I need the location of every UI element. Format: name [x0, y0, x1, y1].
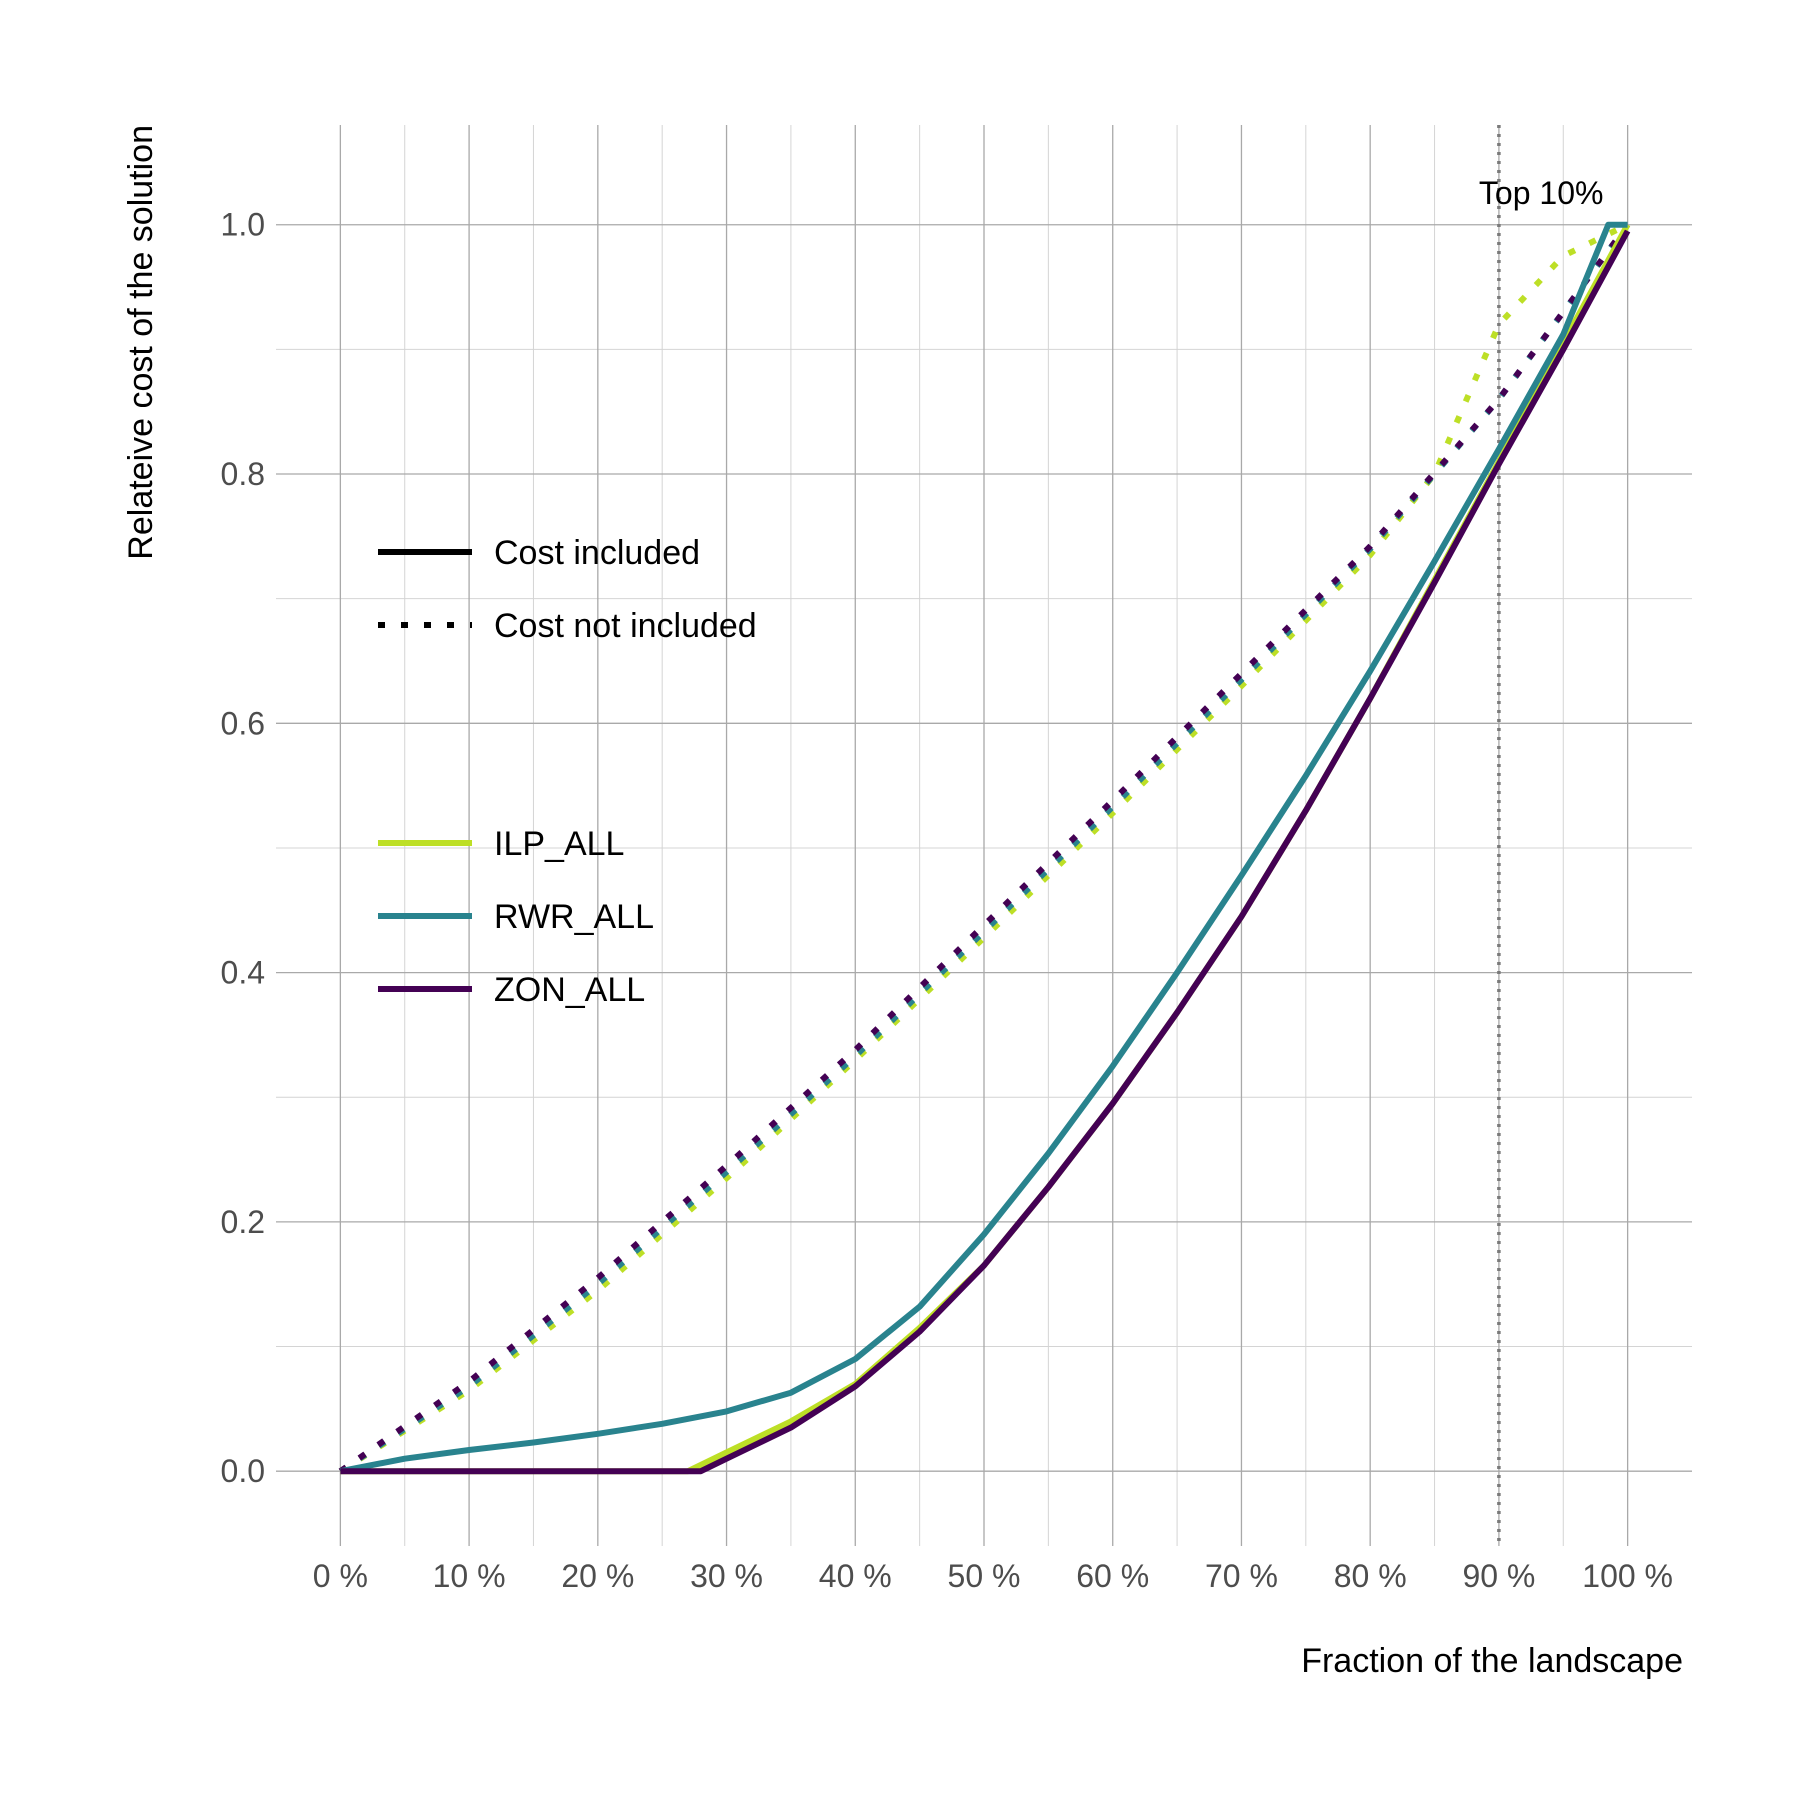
- top-10-label: Top 10%: [1479, 175, 1604, 211]
- legend-ilp-label: ILP_ALL: [494, 825, 624, 863]
- legend-rwr-label: RWR_ALL: [494, 898, 654, 936]
- legend: Cost included Cost not included ILP_ALL …: [378, 534, 757, 1009]
- y-tick-label: 1.0: [221, 207, 265, 243]
- grid: [276, 125, 1692, 1546]
- y-tick-label: 0.2: [221, 1204, 265, 1240]
- tick-labels: 0 % 10 % 20 % 30 % 40 % 50 % 60 % 70 % 80 % 90 % 1…: [221, 207, 1673, 1594]
- x-tick-label: 0 %: [313, 1558, 368, 1594]
- series-zon-all-cost-not-included-line: [338, 222, 1631, 1474]
- x-tick-label: 10 %: [433, 1558, 506, 1594]
- x-tick-label: 90 %: [1462, 1558, 1535, 1594]
- series-zon-all-cost-included-line: [340, 229, 1631, 1475]
- y-tick-label: 0.8: [221, 456, 265, 492]
- x-tick-label: 60 %: [1076, 1558, 1149, 1594]
- x-tick-label: 70 %: [1205, 1558, 1278, 1594]
- x-axis-title: Fraction of the landscape: [1301, 1642, 1683, 1680]
- series-rwr-all-cost-included-line: [339, 221, 1628, 1475]
- x-tick-label: 50 %: [948, 1558, 1021, 1594]
- x-tick-label: 100 %: [1582, 1558, 1673, 1594]
- legend-solid-label: Cost included: [494, 534, 700, 572]
- x-tick-label: 40 %: [819, 1558, 892, 1594]
- legend-dotted-label: Cost not included: [494, 607, 757, 645]
- y-tick-label: 0.4: [221, 955, 265, 991]
- x-tick-label: 30 %: [690, 1558, 763, 1594]
- y-tick-label: 0.0: [221, 1453, 265, 1489]
- annotation-layer: Top 10%: [1479, 125, 1604, 1546]
- x-tick-label: 80 %: [1334, 1558, 1407, 1594]
- y-tick-label: 0.6: [221, 705, 265, 741]
- series-ilp-all-cost-not-included-line: [338, 222, 1629, 1474]
- legend-zon-label: ZON_ALL: [494, 971, 645, 1009]
- y-axis-title: Relateive cost of the solution: [122, 125, 160, 560]
- series-layer: [338, 221, 1631, 1475]
- x-tick-label: 20 %: [561, 1558, 634, 1594]
